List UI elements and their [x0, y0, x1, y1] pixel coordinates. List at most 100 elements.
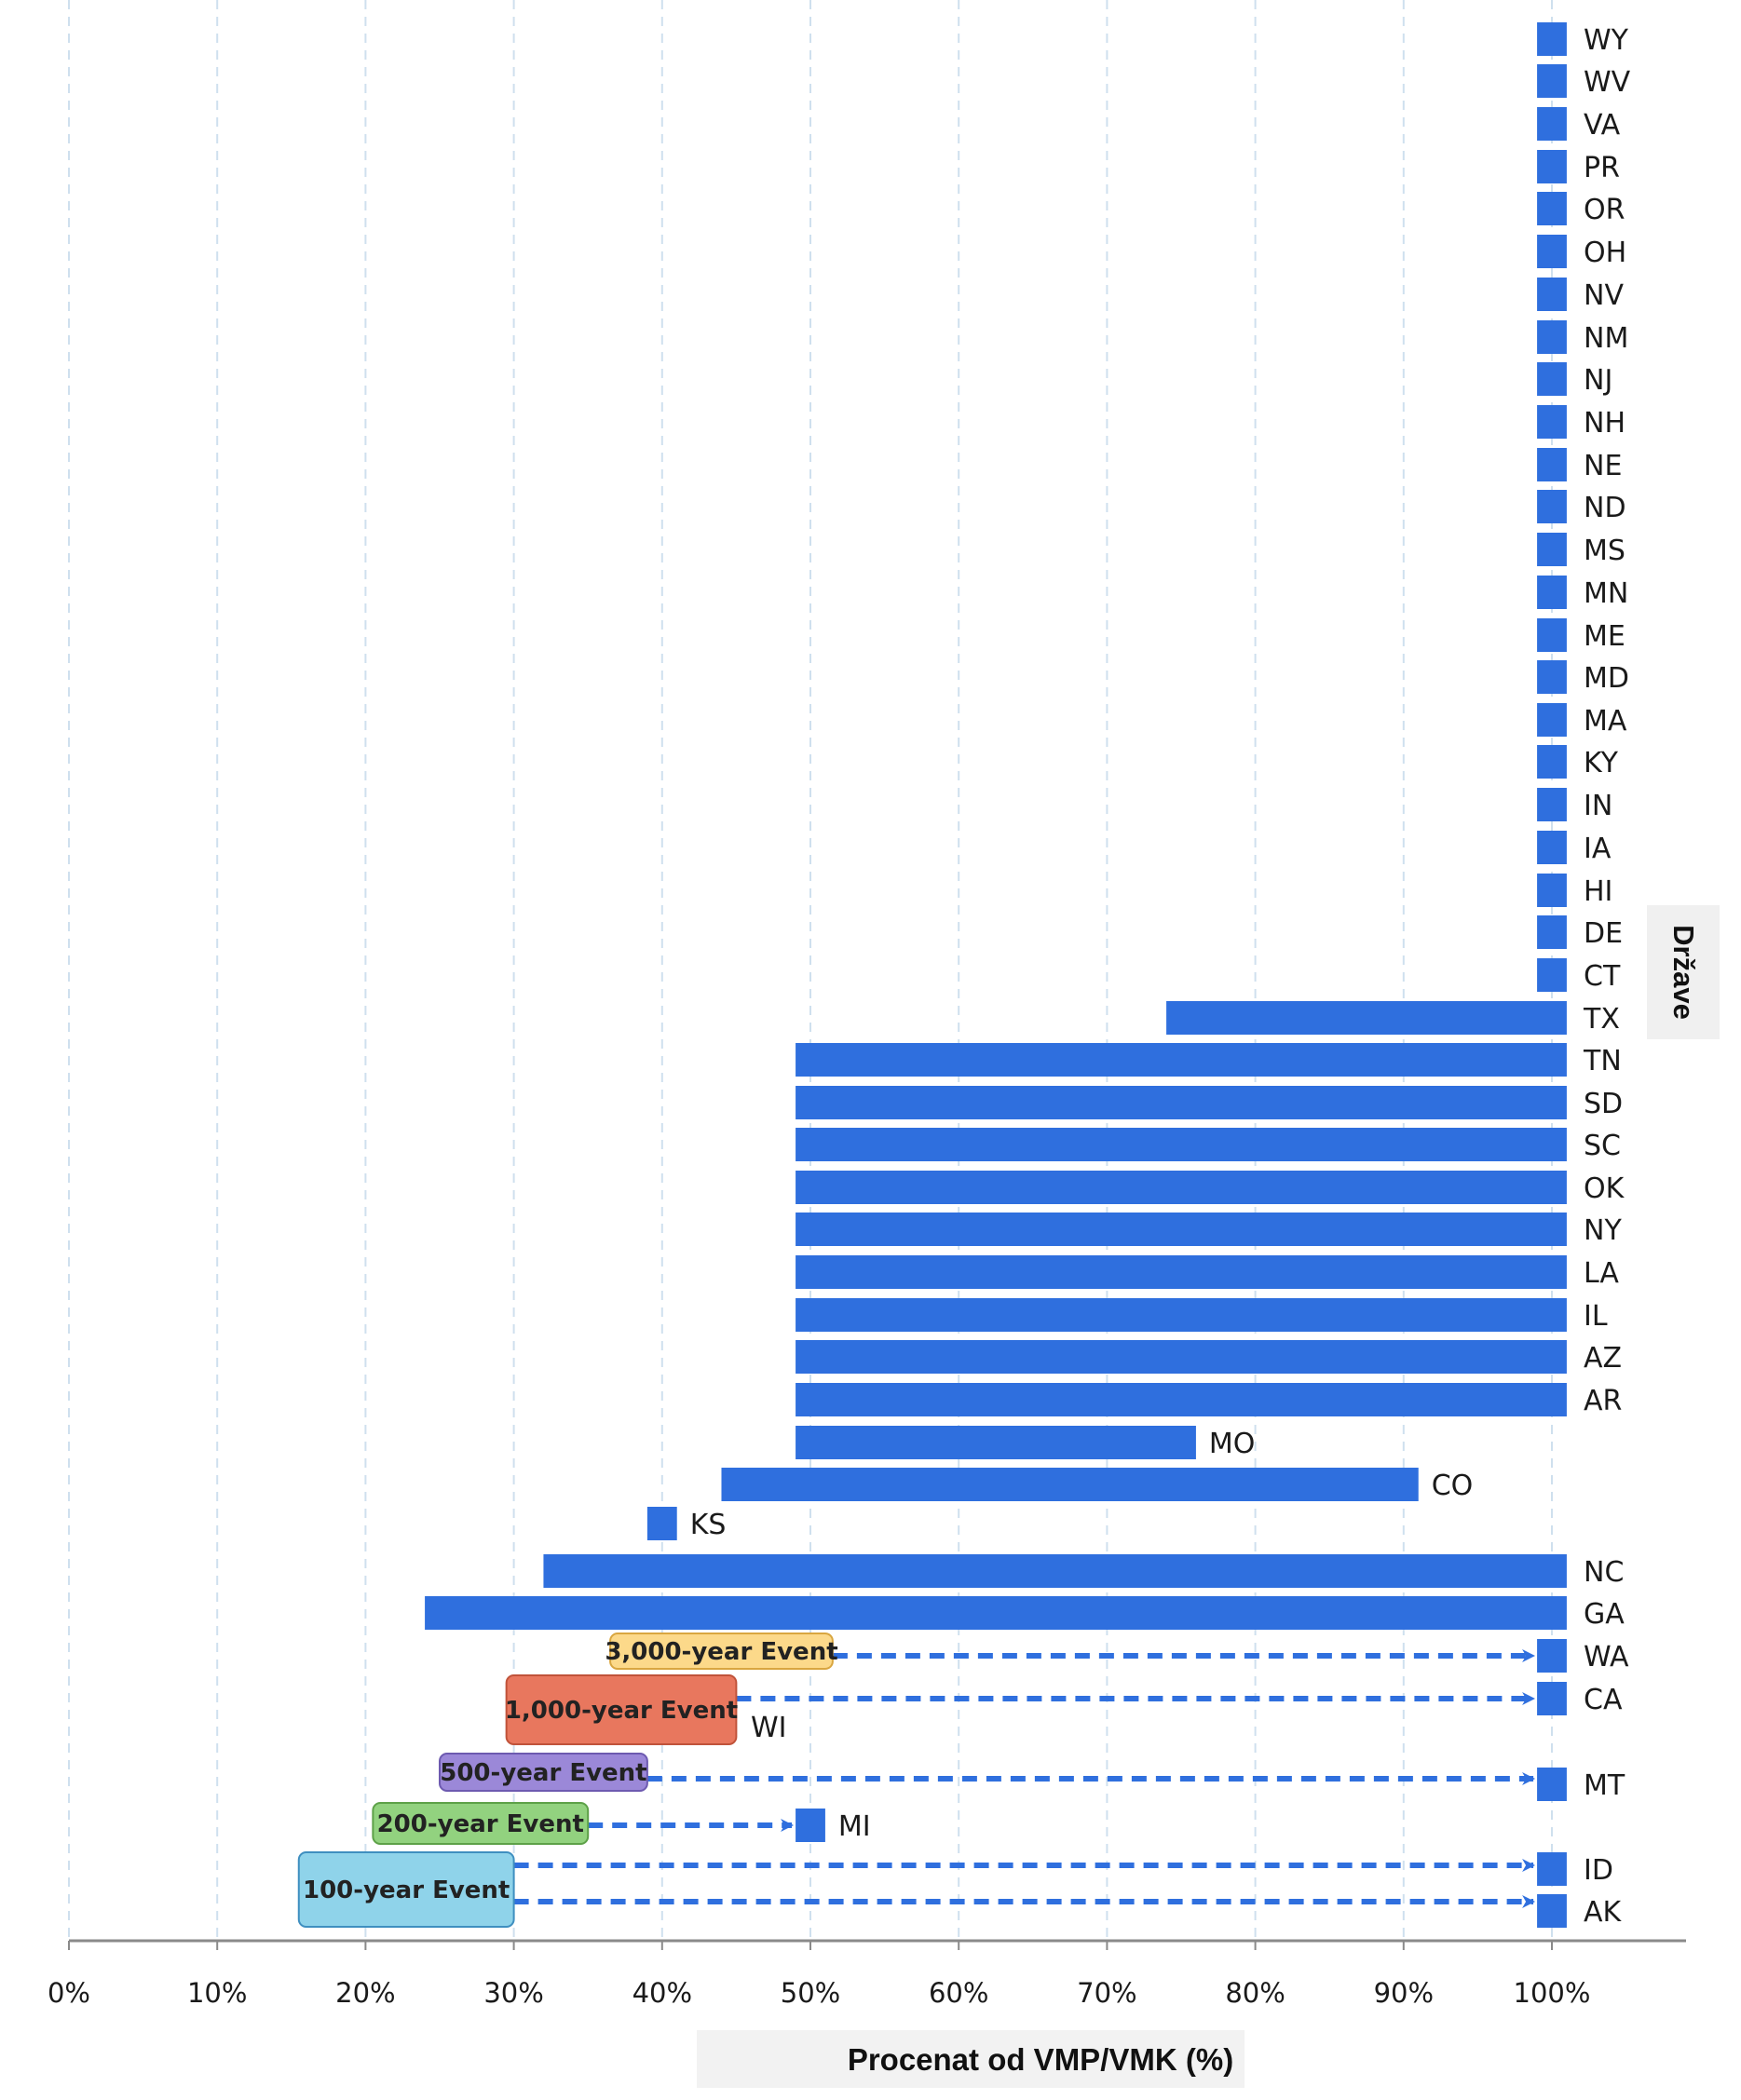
bar-mt: [1537, 1768, 1567, 1801]
state-label: NM: [1584, 322, 1628, 355]
bar-in: [1537, 788, 1567, 821]
x-tick-label: 50%: [781, 1977, 840, 2009]
x-tick-label: 100%: [1514, 1977, 1591, 2009]
bar-wy: [1537, 22, 1567, 56]
state-label: DE: [1584, 917, 1623, 950]
bar-me: [1537, 618, 1567, 652]
bars: [425, 22, 1567, 1928]
state-labels: WY WV VA PR OR OH NV NM NJ NH NE ND MS MN ME MD MA KY IN IA…: [690, 24, 1631, 1929]
state-label: OR: [1584, 194, 1625, 226]
state-label: ID: [1584, 1854, 1613, 1887]
x-tick-label: 30%: [483, 1977, 543, 2009]
state-label: HI: [1584, 875, 1612, 908]
bar-or: [1537, 192, 1567, 225]
state-label: SD: [1584, 1088, 1623, 1120]
state-label: OK: [1584, 1172, 1625, 1205]
state-label: CT: [1584, 960, 1621, 993]
bar-id: [1537, 1852, 1567, 1886]
bar-nc: [543, 1554, 1567, 1588]
state-label: KS: [690, 1509, 727, 1541]
event-box: [372, 1802, 590, 1845]
state-label: MA: [1584, 705, 1627, 738]
state-label: ND: [1584, 492, 1626, 524]
x-axis: 0% 10% 20% 30% 40% 50% 60% 70% 80% 90% 100%: [48, 1939, 1686, 2009]
event-label: 1,000-year Event: [505, 1697, 738, 1725]
bar-nd: [1537, 490, 1567, 523]
event-label: 500-year Event: [440, 1759, 646, 1787]
event-box: [439, 1753, 648, 1792]
state-label: MT: [1584, 1769, 1625, 1802]
bar-ma: [1537, 703, 1567, 737]
state-label: NC: [1584, 1556, 1624, 1589]
bar-ak: [1537, 1894, 1567, 1928]
event-box: [297, 1851, 515, 1928]
bar-mi: [796, 1809, 825, 1842]
bar-sc: [796, 1128, 1567, 1161]
event-label: 200-year Event: [377, 1810, 584, 1838]
bar-il: [796, 1298, 1567, 1332]
state-label: WV: [1584, 66, 1631, 99]
bar-wa: [1537, 1639, 1567, 1673]
state-label: MO: [1209, 1428, 1256, 1460]
x-tick-label: 40%: [632, 1977, 692, 2009]
state-label: LA: [1584, 1257, 1619, 1290]
state-label: WY: [1584, 24, 1629, 57]
state-label: OH: [1584, 237, 1626, 269]
state-label: CA: [1584, 1684, 1623, 1716]
bar-ga: [425, 1596, 1567, 1630]
bar-ct: [1537, 958, 1567, 992]
bar-md: [1537, 660, 1567, 694]
x-axis-title-background: [697, 2030, 1245, 2088]
state-label: GA: [1584, 1598, 1625, 1631]
x-tick-label: 90%: [1374, 1977, 1434, 2009]
bar-ne: [1537, 448, 1567, 481]
x-tick-label: 70%: [1077, 1977, 1136, 2009]
event-box: [609, 1633, 834, 1670]
state-label: NJ: [1584, 364, 1612, 397]
state-label: MI: [838, 1810, 871, 1843]
y-axis-title-background: [1647, 905, 1720, 1039]
x-axis-title: Procenat od VMP/VMK (%): [847, 2042, 1234, 2077]
state-label: NE: [1584, 450, 1622, 482]
bar-de: [1537, 915, 1567, 949]
state-label: AZ: [1584, 1342, 1622, 1375]
bar-nj: [1537, 362, 1567, 396]
bar-ms: [1537, 533, 1567, 566]
state-label: IL: [1584, 1300, 1608, 1333]
bar-pr: [1537, 150, 1567, 183]
bar-ny: [796, 1213, 1567, 1246]
bar-oh: [1537, 235, 1567, 268]
bar-tx: [1166, 1001, 1567, 1035]
bar-sd: [796, 1086, 1567, 1119]
bar-nm: [1537, 320, 1567, 354]
state-label: AR: [1584, 1385, 1622, 1417]
state-label: KY: [1584, 747, 1619, 779]
bar-va: [1537, 107, 1567, 141]
bar-nh: [1537, 405, 1567, 439]
state-label: WA: [1584, 1641, 1629, 1673]
state-label: WI: [751, 1712, 787, 1744]
bar-ks: [646, 1507, 677, 1540]
state-label: IA: [1584, 833, 1612, 865]
x-tick-label: 60%: [929, 1977, 988, 2009]
event-label: 3,000-year Event: [605, 1638, 837, 1666]
bar-hi: [1537, 874, 1567, 907]
state-label: TX: [1583, 1003, 1620, 1036]
event-annotations: 3,000-year Event 1,000-year Event 500-year…: [297, 1633, 1536, 1928]
state-label: IN: [1584, 790, 1612, 822]
state-label: MN: [1584, 577, 1628, 610]
state-label: MS: [1584, 535, 1625, 567]
bar-la: [796, 1255, 1567, 1289]
event-label: 100-year Event: [303, 1876, 510, 1904]
bar-ok: [796, 1171, 1567, 1204]
bar-mn: [1537, 576, 1567, 609]
state-label: NV: [1584, 279, 1624, 312]
bar-ia: [1537, 831, 1567, 864]
state-label: TN: [1583, 1045, 1622, 1077]
bar-co: [721, 1468, 1419, 1501]
bar-nv: [1537, 278, 1567, 311]
state-label: SC: [1584, 1130, 1621, 1162]
state-label: CO: [1432, 1470, 1474, 1502]
bar-mo: [796, 1426, 1196, 1459]
